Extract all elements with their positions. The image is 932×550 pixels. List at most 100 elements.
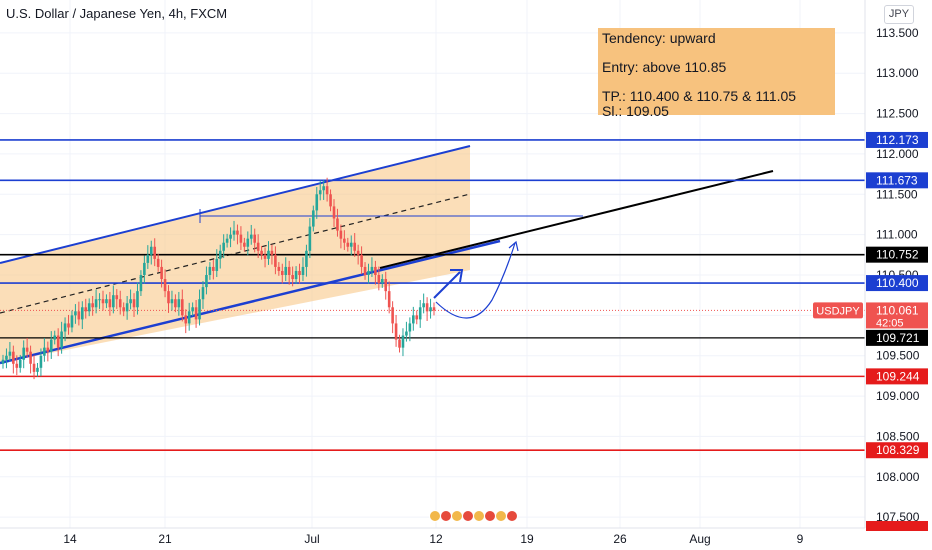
- candle-body: [339, 230, 343, 239]
- level-label-bg: [866, 246, 928, 263]
- candle-body: [218, 250, 222, 259]
- price-tick-label: 112.500: [876, 107, 919, 121]
- candle-body: [60, 331, 63, 348]
- candle-body: [418, 307, 422, 320]
- current-price-label-bg: [866, 302, 928, 329]
- event-flag-icon: [484, 510, 496, 522]
- price-tick-label: 109.500: [876, 349, 920, 363]
- time-tick-label: 26: [613, 532, 627, 546]
- candle-body: [167, 291, 170, 304]
- event-flag-icon: [473, 510, 485, 522]
- candle-body: [425, 303, 429, 312]
- candle-body: [94, 299, 98, 308]
- note-stop-loss: Sl.: 109.05: [602, 103, 669, 119]
- level-label: 109.721: [876, 331, 920, 345]
- level-label-bg: [866, 368, 928, 385]
- candle-body: [312, 210, 315, 227]
- candle-body: [256, 242, 260, 251]
- candle-body: [246, 238, 250, 247]
- price-tick-label: 111.000: [876, 228, 918, 242]
- candle-body: [346, 242, 350, 247]
- candle-body: [315, 194, 319, 211]
- time-tick-label: 21: [158, 532, 172, 546]
- candle-body: [115, 295, 119, 300]
- candle-body: [353, 242, 356, 251]
- candle-body: [125, 303, 129, 312]
- candle-body: [118, 299, 122, 308]
- candle-body: [87, 303, 91, 312]
- candle-body: [332, 206, 336, 219]
- event-flag-icon: [440, 510, 452, 522]
- candle-body: [18, 359, 22, 368]
- level-label-bg: [866, 329, 928, 346]
- candle-body: [274, 254, 277, 267]
- price-tick-label: 107.500: [876, 510, 920, 524]
- price-tick-label: 108.500: [876, 429, 920, 443]
- price-tick-label: 109.000: [876, 389, 920, 403]
- candle-body: [184, 315, 188, 324]
- candle-body: [280, 270, 284, 275]
- time-tick-label: 9: [797, 532, 804, 546]
- candle-body: [98, 299, 101, 301]
- candle-body: [49, 339, 53, 352]
- projection-arrows: [433, 240, 519, 319]
- candle-body: [308, 226, 312, 251]
- candle-body: [336, 218, 339, 231]
- candle-body: [239, 234, 243, 243]
- candle-body: [380, 279, 384, 284]
- candle-body: [305, 250, 308, 267]
- analysis-note[interactable]: Tendency: upward Entry: above 110.85 TP.…: [598, 28, 835, 119]
- candle-body: [1, 359, 5, 364]
- candle-body: [405, 331, 408, 336]
- candle-countdown: 42:05: [876, 317, 904, 329]
- time-tick-label: Aug: [689, 532, 710, 546]
- candle-body: [232, 230, 236, 235]
- channel-upper-line: [0, 145, 471, 264]
- candle-body: [170, 299, 174, 304]
- candle-body: [156, 258, 160, 267]
- candle-body: [187, 311, 191, 324]
- level-label-bg: [866, 172, 928, 189]
- candle-body: [367, 270, 370, 275]
- candle-body: [229, 234, 232, 239]
- candle-body: [91, 303, 94, 308]
- candle-body: [394, 323, 398, 340]
- candle-body: [429, 307, 432, 312]
- candle-body: [322, 186, 325, 191]
- candle-body: [149, 246, 153, 255]
- candle-body: [12, 351, 15, 364]
- level-label: 110.752: [876, 248, 919, 262]
- symbol-tag: USDJPY: [816, 305, 860, 317]
- arrow-up-short-head: [450, 269, 464, 283]
- candle-body: [143, 262, 146, 275]
- candle-body: [391, 307, 394, 324]
- level-label: 110.400: [876, 276, 919, 290]
- candle-body: [81, 307, 84, 320]
- candle-body: [249, 234, 253, 239]
- arrow-up-short: [433, 271, 461, 299]
- candle-body: [67, 323, 70, 328]
- event-flag-icon: [462, 510, 474, 522]
- candle-body: [70, 315, 74, 328]
- candle-body: [243, 242, 246, 247]
- current-price-label: 110.061: [876, 303, 919, 317]
- price-tick-label: 113.500: [876, 26, 919, 40]
- candle-body: [301, 266, 305, 275]
- candle-body: [84, 307, 88, 312]
- currency-button[interactable]: JPY: [884, 5, 914, 24]
- candle-body: [36, 367, 39, 372]
- candle-body: [25, 347, 29, 352]
- candle-body: [349, 242, 353, 247]
- candle-body: [139, 275, 143, 292]
- candle-body: [201, 287, 205, 300]
- level-label-bg: [866, 131, 928, 148]
- candle-body: [360, 254, 363, 267]
- chart-title: U.S. Dollar / Japanese Yen, 4h, FXCM: [6, 6, 228, 21]
- candle-body: [298, 270, 301, 275]
- candle-body: [263, 254, 267, 259]
- candle-body: [53, 335, 57, 340]
- candle-body: [387, 291, 391, 308]
- candle-body: [32, 363, 36, 372]
- candle-body: [180, 299, 184, 316]
